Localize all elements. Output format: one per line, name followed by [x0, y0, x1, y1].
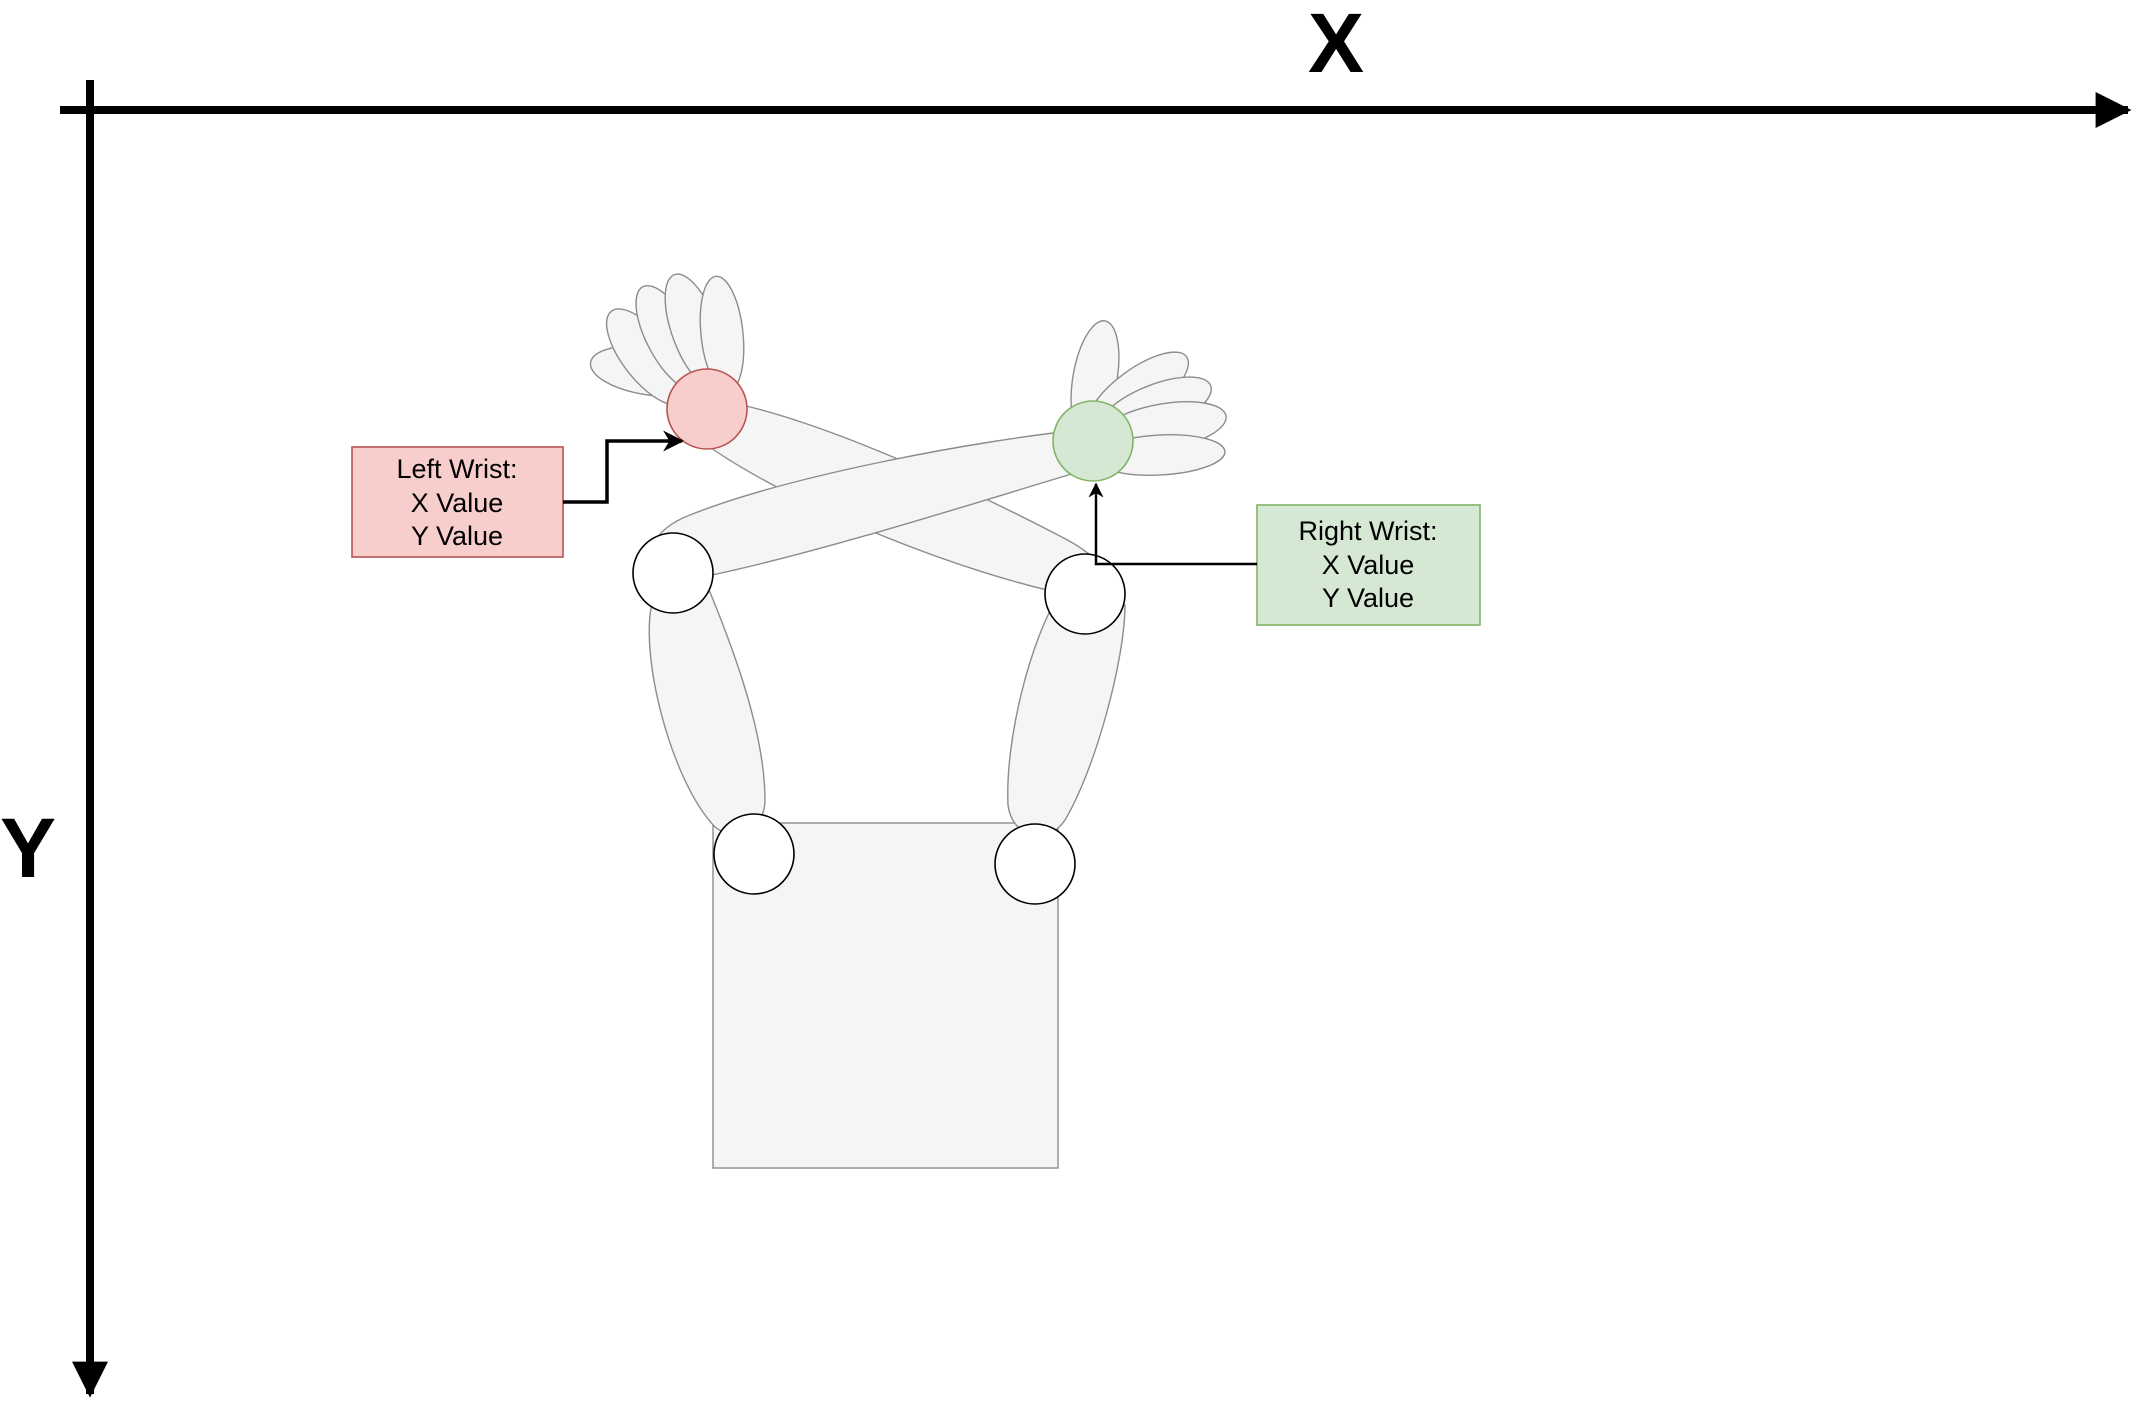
left-elbow-joint [1044, 553, 1126, 635]
left-wrist-label-x: X Value [411, 488, 504, 518]
right-wrist-joint [1052, 400, 1134, 482]
left-shoulder-joint [994, 823, 1076, 905]
left-wrist-label: Left Wrist: X Value Y Value [351, 446, 564, 558]
left-wrist-label-y: Y Value [411, 521, 503, 551]
right-wrist-label: Right Wrist: X Value Y Value [1256, 504, 1481, 626]
right-wrist-label-title: Right Wrist: [1298, 516, 1437, 546]
left-wrist-joint [666, 368, 748, 450]
left-wrist-connector [563, 430, 685, 504]
right-elbow-joint [632, 532, 714, 614]
x-axis-title: X [1308, 0, 1364, 90]
right-wrist-label-y: Y Value [1322, 583, 1414, 613]
left-wrist-label-title: Left Wrist: [396, 454, 517, 484]
left-upper-arm [648, 579, 766, 835]
right-wrist-connector [1088, 482, 1257, 566]
right-wrist-label-x: X Value [1322, 550, 1415, 580]
right-wrist-label-box [1256, 504, 1481, 626]
left-wrist-label-box [351, 446, 564, 558]
right-shoulder-joint [713, 813, 795, 895]
y-axis-title: Y [0, 801, 56, 895]
